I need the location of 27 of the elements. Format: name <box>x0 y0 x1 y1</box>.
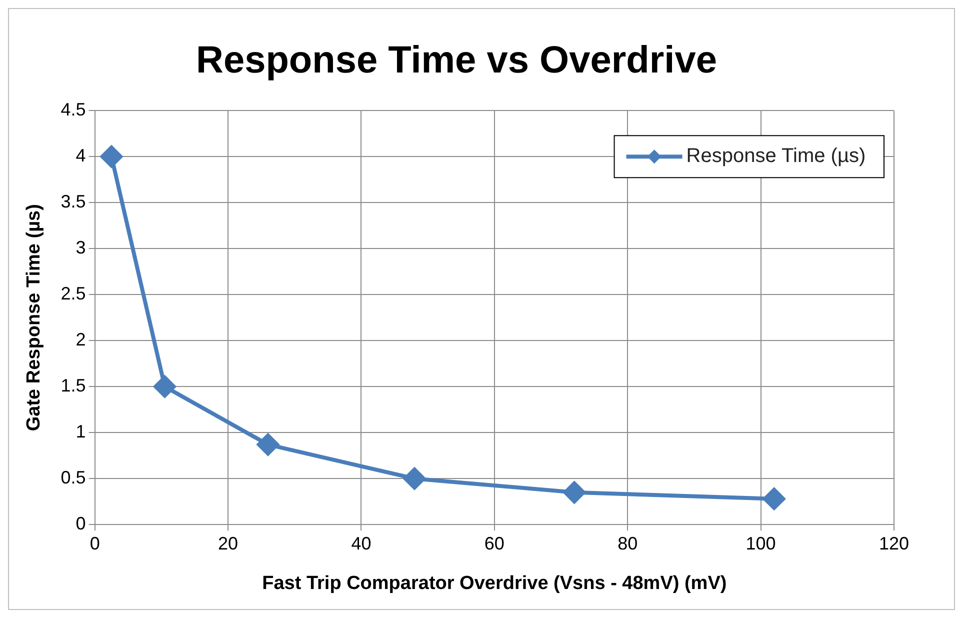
point <box>154 376 176 398</box>
legend-label: Response Time (µs) <box>686 145 866 168</box>
x-tick-label: 60 <box>484 533 504 554</box>
y-tick-label: 0 <box>76 514 86 534</box>
y-tick-label: 4 <box>76 146 86 166</box>
x-tick-label: 0 <box>90 533 100 554</box>
x-tick-label: 100 <box>746 533 776 554</box>
x-tick-label: 40 <box>351 533 372 554</box>
y-tick-label: 0.5 <box>60 468 86 488</box>
x-axis-title: Fast Trip Comparator Overdrive (Vsns - 48mV) (mV) <box>262 572 727 594</box>
point <box>563 481 586 504</box>
x-tick-label: 80 <box>618 533 638 554</box>
y-tick-label: 4.5 <box>60 100 86 120</box>
y-tick-label: 3.5 <box>60 192 86 212</box>
point <box>256 434 279 456</box>
y-tick-label: 2 <box>76 330 86 350</box>
chart-title: Response Time vs Overdrive <box>196 39 717 82</box>
point <box>763 488 786 510</box>
y-axis-title: Gate Response Time (µs) <box>24 204 45 432</box>
point <box>100 146 122 168</box>
point <box>403 468 426 490</box>
x-tick-label: 120 <box>878 533 910 554</box>
y-tick-label: 3 <box>76 238 86 258</box>
y-tick-label: 1.5 <box>60 376 86 396</box>
x-tick-label: 20 <box>218 533 238 554</box>
y-tick-label: 1 <box>76 422 86 442</box>
y-tick-label: 2.5 <box>60 284 86 304</box>
